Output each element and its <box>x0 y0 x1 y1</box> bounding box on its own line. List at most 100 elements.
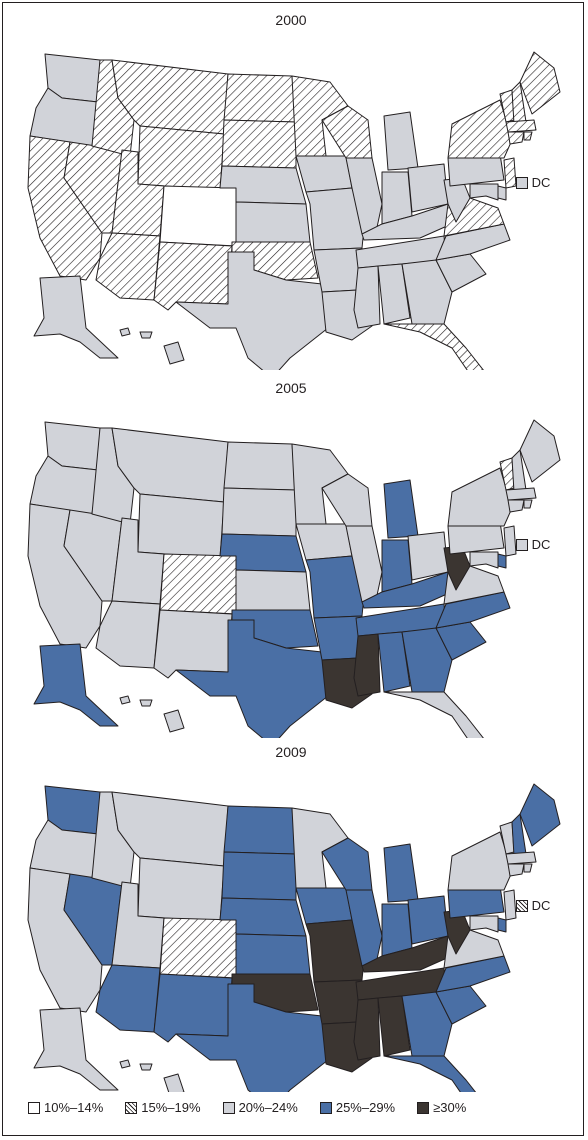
state-ga <box>401 627 453 693</box>
state-ri <box>523 499 533 509</box>
map-legend: 10%–14% 15%–19% 20%–24% 25%–29% ≥30% <box>28 1100 466 1115</box>
map-year-label: 2009 <box>275 744 307 760</box>
legend-swatch <box>417 1101 430 1114</box>
state-ny <box>447 99 513 159</box>
state-md <box>469 183 499 201</box>
state-ri <box>523 131 533 141</box>
state-al <box>377 631 411 693</box>
state-fl <box>383 1055 477 1092</box>
state-ia <box>295 523 353 561</box>
state-pa <box>447 521 505 555</box>
state-md <box>469 915 499 933</box>
dc-swatch <box>516 176 528 189</box>
legend-item: 15%–19% <box>125 1100 201 1115</box>
state-ar <box>313 247 363 293</box>
state-mi <box>383 111 419 171</box>
map-year-label: 2005 <box>275 380 307 396</box>
state-mi <box>383 479 419 539</box>
state-nd <box>223 441 297 491</box>
state-in <box>381 539 413 593</box>
dc-label: DC <box>531 537 551 552</box>
state-wy <box>137 493 225 559</box>
choropleth-map <box>27 419 561 738</box>
state-ar <box>313 979 363 1025</box>
state-pa <box>447 885 505 919</box>
state-az <box>95 600 161 669</box>
state-ak <box>33 643 119 727</box>
dc-label: DC <box>531 175 551 190</box>
choropleth-map <box>27 51 561 370</box>
state-md <box>469 551 499 569</box>
state-nm <box>153 973 233 1043</box>
state-nj <box>503 889 517 921</box>
state-wi <box>321 473 373 527</box>
state-me <box>519 51 561 115</box>
state-nm <box>153 241 233 311</box>
state-ma <box>505 851 537 865</box>
state-hi <box>119 327 185 365</box>
state-wy <box>137 125 225 191</box>
state-oh <box>407 163 449 213</box>
state-in <box>381 171 413 225</box>
state-ks <box>235 569 311 611</box>
state-ia <box>295 887 353 925</box>
state-nm <box>153 609 233 679</box>
state-mi <box>383 843 419 903</box>
state-al <box>377 995 411 1057</box>
state-ms <box>353 997 381 1061</box>
state-ks <box>235 201 311 243</box>
legend-item: 25%–29% <box>319 1100 395 1115</box>
state-oh <box>407 531 449 581</box>
choropleth-map <box>27 783 561 1092</box>
state-de <box>497 553 507 569</box>
state-co <box>159 917 237 979</box>
state-me <box>519 419 561 483</box>
legend-swatch <box>125 1101 138 1114</box>
map-panel-2000: 2000 DC <box>0 10 582 370</box>
state-nj <box>503 157 517 189</box>
map-panel-2009: 2009 DC <box>0 742 582 1092</box>
state-oh <box>407 895 449 945</box>
state-me <box>519 783 561 847</box>
state-ct <box>507 131 525 145</box>
state-de <box>497 917 507 933</box>
dc-indicator: DC <box>516 175 550 190</box>
dc-swatch <box>516 538 528 551</box>
state-ct <box>507 499 525 513</box>
state-pa <box>447 153 505 187</box>
state-ia <box>295 155 353 193</box>
state-ny <box>447 467 513 527</box>
state-de <box>497 185 507 201</box>
state-nj <box>503 525 517 557</box>
state-fl <box>383 323 484 370</box>
dc-swatch <box>516 899 528 912</box>
state-sd <box>221 851 297 901</box>
state-fl <box>383 691 484 738</box>
map-year-label: 2000 <box>275 12 307 28</box>
state-ma <box>505 487 537 501</box>
legend-item: 20%–24% <box>222 1100 298 1115</box>
state-ak <box>33 1007 119 1091</box>
state-ny <box>447 831 513 891</box>
state-ga <box>401 259 453 325</box>
state-co <box>159 185 237 247</box>
legend-swatch <box>319 1101 332 1114</box>
state-in <box>381 903 413 957</box>
legend-swatch <box>222 1101 235 1114</box>
dc-label: DC <box>531 898 551 913</box>
state-hi <box>119 1059 185 1092</box>
dc-indicator: DC <box>516 898 550 913</box>
legend-item: 10%–14% <box>28 1100 103 1115</box>
state-ga <box>401 991 453 1057</box>
state-ct <box>507 863 525 877</box>
state-nd <box>223 73 297 123</box>
legend-item: ≥30% <box>417 1100 466 1115</box>
state-ks <box>235 933 311 975</box>
state-sd <box>221 119 297 169</box>
state-al <box>377 263 411 325</box>
state-ri <box>523 863 533 873</box>
state-tx <box>175 251 329 370</box>
state-ms <box>353 265 381 329</box>
state-wi <box>321 837 373 891</box>
